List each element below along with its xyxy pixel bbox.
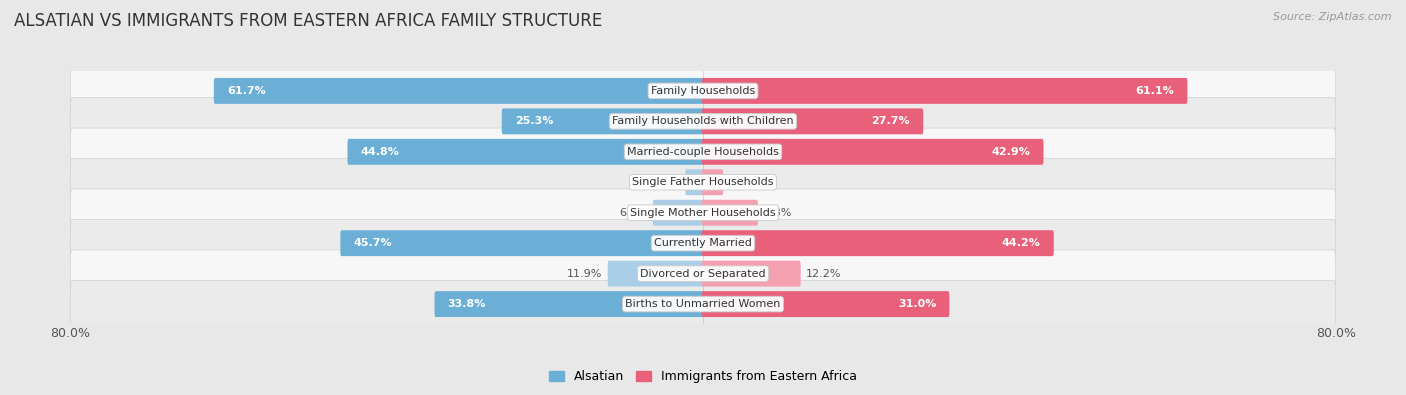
FancyBboxPatch shape xyxy=(502,108,704,134)
FancyBboxPatch shape xyxy=(70,158,1336,206)
FancyBboxPatch shape xyxy=(685,169,704,195)
Text: Single Mother Households: Single Mother Households xyxy=(630,208,776,218)
FancyBboxPatch shape xyxy=(702,169,723,195)
FancyBboxPatch shape xyxy=(702,230,1053,256)
FancyBboxPatch shape xyxy=(340,230,704,256)
Text: 27.7%: 27.7% xyxy=(872,117,910,126)
FancyBboxPatch shape xyxy=(702,78,1188,104)
Text: ALSATIAN VS IMMIGRANTS FROM EASTERN AFRICA FAMILY STRUCTURE: ALSATIAN VS IMMIGRANTS FROM EASTERN AFRI… xyxy=(14,12,602,30)
Text: 44.2%: 44.2% xyxy=(1002,238,1040,248)
Text: 44.8%: 44.8% xyxy=(360,147,399,157)
FancyBboxPatch shape xyxy=(70,280,1336,328)
Text: 25.3%: 25.3% xyxy=(515,117,553,126)
Text: 6.8%: 6.8% xyxy=(763,208,792,218)
FancyBboxPatch shape xyxy=(70,98,1336,145)
FancyBboxPatch shape xyxy=(434,291,704,317)
FancyBboxPatch shape xyxy=(702,261,800,287)
Text: 12.2%: 12.2% xyxy=(806,269,841,278)
FancyBboxPatch shape xyxy=(214,78,704,104)
FancyBboxPatch shape xyxy=(70,128,1336,175)
Text: Births to Unmarried Women: Births to Unmarried Women xyxy=(626,299,780,309)
FancyBboxPatch shape xyxy=(347,139,704,165)
FancyBboxPatch shape xyxy=(652,200,704,226)
Text: Currently Married: Currently Married xyxy=(654,238,752,248)
Text: 45.7%: 45.7% xyxy=(353,238,392,248)
FancyBboxPatch shape xyxy=(70,220,1336,267)
Text: Family Households: Family Households xyxy=(651,86,755,96)
Text: Single Father Households: Single Father Households xyxy=(633,177,773,187)
Text: 61.7%: 61.7% xyxy=(226,86,266,96)
FancyBboxPatch shape xyxy=(70,189,1336,237)
FancyBboxPatch shape xyxy=(702,291,949,317)
FancyBboxPatch shape xyxy=(702,139,1043,165)
FancyBboxPatch shape xyxy=(702,200,758,226)
FancyBboxPatch shape xyxy=(70,67,1336,115)
Text: 11.9%: 11.9% xyxy=(567,269,603,278)
Text: 42.9%: 42.9% xyxy=(991,147,1031,157)
FancyBboxPatch shape xyxy=(607,261,704,287)
Text: 6.2%: 6.2% xyxy=(619,208,648,218)
Text: 2.1%: 2.1% xyxy=(652,177,681,187)
Text: 33.8%: 33.8% xyxy=(447,299,486,309)
Text: 2.4%: 2.4% xyxy=(728,177,756,187)
Text: Married-couple Households: Married-couple Households xyxy=(627,147,779,157)
Legend: Alsatian, Immigrants from Eastern Africa: Alsatian, Immigrants from Eastern Africa xyxy=(544,365,862,388)
Text: Source: ZipAtlas.com: Source: ZipAtlas.com xyxy=(1274,12,1392,22)
Text: Family Households with Children: Family Households with Children xyxy=(612,117,794,126)
FancyBboxPatch shape xyxy=(702,108,924,134)
Text: 61.1%: 61.1% xyxy=(1136,86,1174,96)
Text: Divorced or Separated: Divorced or Separated xyxy=(640,269,766,278)
FancyBboxPatch shape xyxy=(70,250,1336,297)
Text: 31.0%: 31.0% xyxy=(898,299,936,309)
